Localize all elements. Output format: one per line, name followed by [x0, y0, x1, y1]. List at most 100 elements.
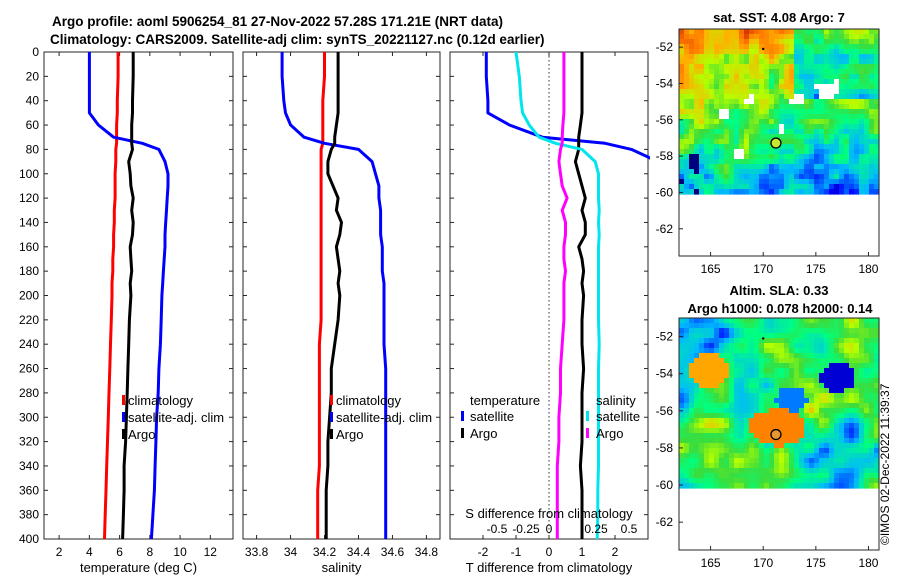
- map-cell: [789, 458, 795, 464]
- map-cell: [729, 159, 735, 165]
- y-tick-label: -60: [656, 185, 674, 199]
- map-cell: [699, 189, 705, 195]
- map-cell: [854, 134, 860, 140]
- map-cell: [859, 64, 865, 70]
- map-cell: [774, 54, 780, 60]
- map-cell: [699, 109, 705, 115]
- map-cell: [809, 64, 815, 70]
- map-cell: [719, 189, 725, 195]
- map-cell: [704, 39, 710, 45]
- map-cell: [859, 398, 865, 404]
- map-cell: [799, 74, 805, 80]
- map-cell: [839, 318, 845, 324]
- map-cell: [869, 139, 875, 145]
- map-cell: [804, 59, 810, 65]
- map-cell: [774, 378, 780, 384]
- map-cell: [819, 164, 825, 170]
- map-cell: [709, 159, 715, 165]
- map-cell: [819, 443, 825, 449]
- map-cell: [704, 64, 710, 70]
- map-cell: [859, 149, 865, 155]
- map-cell: [759, 39, 765, 45]
- map-cell: [679, 139, 685, 145]
- map-cell: [719, 64, 725, 70]
- map-cell: [794, 483, 800, 489]
- map-cell: [759, 184, 765, 190]
- map-cell: [809, 104, 815, 110]
- map-cell: [759, 343, 765, 349]
- map-cell: [744, 114, 750, 120]
- map-cell: [849, 169, 855, 175]
- map-cell: [749, 129, 755, 135]
- map-cell: [734, 408, 740, 414]
- map-cell: [704, 159, 710, 165]
- map-cell: [739, 164, 745, 170]
- map-cell: [859, 388, 865, 394]
- imos-timestamp: ©IMOS 02-Dec-2022 11:39:37: [878, 383, 892, 545]
- map-cell: [864, 333, 870, 339]
- map-cell: [729, 463, 735, 469]
- map-cell: [679, 169, 685, 175]
- map-cell: [799, 338, 805, 344]
- map-cell: [874, 74, 880, 80]
- map-cell: [849, 448, 855, 454]
- map-cell: [704, 174, 710, 180]
- map-cell: [859, 393, 865, 399]
- map-cell: [814, 169, 820, 175]
- map-cell: [709, 189, 715, 195]
- map-cell: [754, 413, 760, 419]
- map-cell: [854, 54, 860, 60]
- map-cell: [684, 89, 690, 95]
- map-cell: [759, 378, 765, 384]
- map-cell: [729, 468, 735, 474]
- map-cell: [744, 448, 750, 454]
- map-cell: [779, 49, 785, 55]
- map-cell: [819, 69, 825, 75]
- map-cell: [819, 134, 825, 140]
- map-cell: [764, 74, 770, 80]
- map-cell: [844, 29, 850, 35]
- map-cell: [744, 343, 750, 349]
- map-cell: [744, 333, 750, 339]
- map-cell: [799, 39, 805, 45]
- map-cell: [789, 169, 795, 175]
- map-cell: [844, 333, 850, 339]
- map-cell: [734, 119, 740, 125]
- map-cell: [769, 343, 775, 349]
- map-cell: [784, 423, 790, 429]
- map-cell: [754, 159, 760, 165]
- map-cell: [799, 89, 805, 95]
- map-cell: [864, 169, 870, 175]
- argo-position-marker: [770, 137, 782, 149]
- map-cell: [789, 408, 795, 414]
- map-cell: [689, 428, 695, 434]
- map-cell: [774, 323, 780, 329]
- map-cell: [859, 169, 865, 175]
- map-cell: [754, 34, 760, 40]
- map-cell: [724, 189, 730, 195]
- map-cell: [744, 368, 750, 374]
- map-cell: [689, 328, 695, 334]
- map-cell: [794, 428, 800, 434]
- map-cell: [804, 413, 810, 419]
- map-cell: [774, 94, 780, 100]
- map-cell: [704, 333, 710, 339]
- map-cell: [734, 184, 740, 190]
- map-cell: [679, 458, 685, 464]
- map-cell: [744, 149, 750, 155]
- map-cell: [829, 373, 835, 379]
- map-cell: [784, 109, 790, 115]
- map-cell: [829, 478, 835, 484]
- map-cell: [789, 134, 795, 140]
- map-cell: [864, 39, 870, 45]
- map-cell: [699, 129, 705, 135]
- map-cell: [864, 84, 870, 90]
- map-cell: [794, 189, 800, 195]
- map-cell: [859, 438, 865, 444]
- map-cell: [769, 353, 775, 359]
- map-cell: [764, 443, 770, 449]
- map-cell: [819, 378, 825, 384]
- map-cell: [794, 383, 800, 389]
- map-cell: [694, 129, 700, 135]
- map-cell: [789, 438, 795, 444]
